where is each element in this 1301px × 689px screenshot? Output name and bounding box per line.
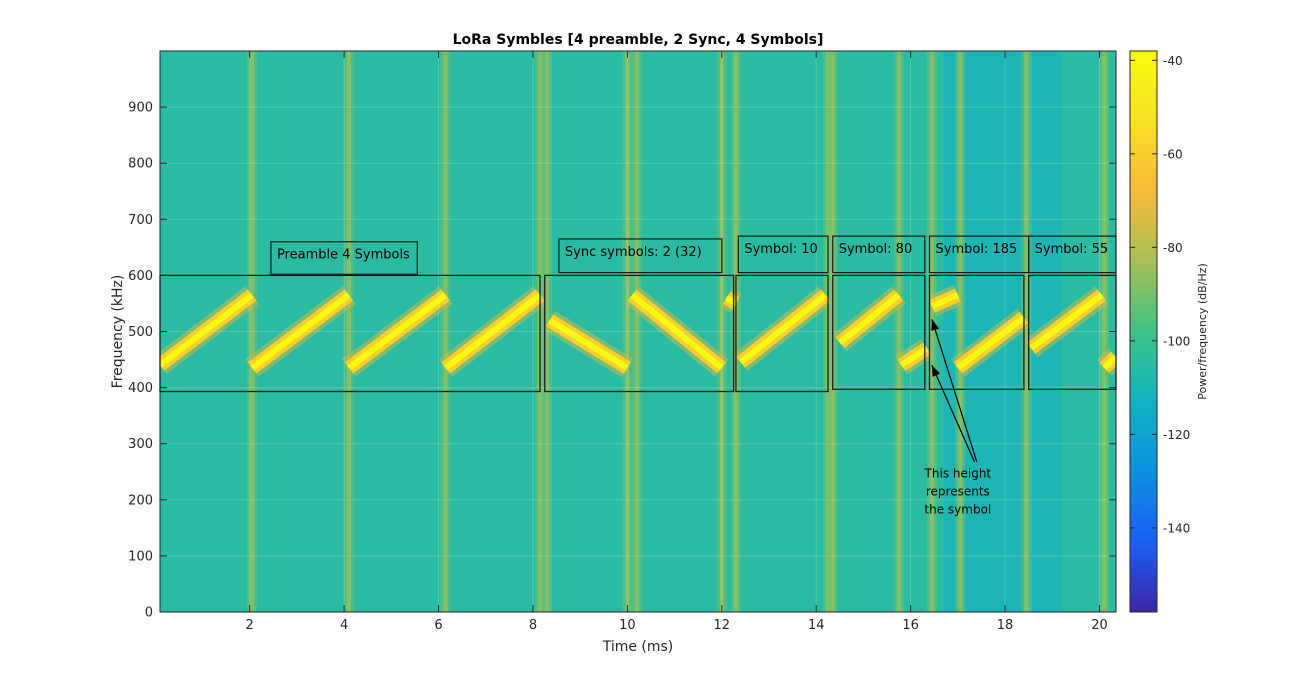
- annotations: Preamble 4 Symbols Sync symbols: 2 (32) Sy…: [159, 235, 1117, 516]
- chart-title: LoRa Symbles [4 preamble, 2 Sync, 4 Symb…: [453, 32, 824, 48]
- x-tick-label: 2: [246, 618, 254, 633]
- chirp-core: [443, 292, 542, 371]
- chirp-core: [837, 292, 901, 346]
- boundary-band: [929, 51, 934, 612]
- boundary-band: [719, 51, 724, 612]
- annotation-arrow-line: [931, 318, 978, 462]
- annotation-label-box: [1028, 235, 1117, 274]
- annotation-arrow-line: [931, 364, 975, 462]
- annotation-label: Sync symbols: 2 (32): [565, 245, 702, 260]
- symbol-box: [928, 274, 1025, 390]
- chirp-core: [1102, 354, 1116, 371]
- x-tick-label: 14: [808, 618, 825, 633]
- annotation-note-line: This height: [924, 466, 992, 480]
- annotation-label-box: [270, 241, 418, 275]
- symbol-box: [544, 274, 735, 393]
- y-tick-label: 500: [128, 325, 153, 340]
- colorbar-tick-label: -120: [1163, 428, 1190, 442]
- colorbar-gradient: [1129, 50, 1158, 613]
- y-tick-label: 400: [128, 381, 153, 396]
- chirp-core: [1029, 292, 1104, 351]
- colorbar-tick-label: -140: [1163, 521, 1190, 535]
- chirp-core: [738, 292, 828, 365]
- x-tick-label: 6: [434, 618, 442, 633]
- y-tick-label: 900: [128, 101, 153, 116]
- boundary-band: [896, 51, 901, 612]
- x-tick-label: 20: [1091, 618, 1108, 633]
- symbol-box: [1028, 274, 1117, 390]
- x-tick-label: 10: [619, 618, 636, 633]
- annotation-label-box: [737, 235, 829, 274]
- boundary-band: [443, 51, 448, 612]
- symbol-box: [832, 274, 926, 390]
- annotation-note-line: represents: [926, 484, 990, 498]
- annotation-label: Symbol: 10: [744, 242, 817, 257]
- y-tick-label: 100: [128, 549, 153, 564]
- annotation-label: Symbol: 55: [1035, 242, 1108, 257]
- annotation-arrow-head: [931, 319, 939, 331]
- symbol-box: [159, 274, 541, 393]
- x-tick-label: 8: [529, 618, 537, 633]
- colorbar-tick-label: -40: [1163, 54, 1183, 68]
- annotation-label: Symbol: 185: [936, 242, 1018, 257]
- annotation-label: Preamble 4 Symbols: [277, 248, 410, 263]
- colorbar-label: Power/frequency (dB/Hz): [1196, 263, 1209, 400]
- x-tick-label: 12: [714, 618, 731, 633]
- chirp-core: [630, 292, 724, 371]
- y-tick-label: 300: [128, 437, 153, 452]
- boundary-band: [625, 51, 630, 612]
- chirp-core: [930, 292, 960, 310]
- colorbar-tick-label: -100: [1163, 334, 1190, 348]
- y-tick-label: 600: [128, 269, 153, 284]
- chirp-core: [347, 292, 448, 371]
- chirp-core: [250, 292, 351, 371]
- y-tick-label: 700: [128, 213, 153, 228]
- y-tick-label: 200: [128, 493, 153, 508]
- boundary-band: [346, 51, 351, 612]
- chirp-core: [547, 317, 629, 371]
- x-tick-label: 18: [997, 618, 1014, 633]
- chirp-core: [956, 315, 1026, 371]
- annotation-note-line: the symbol: [924, 502, 991, 516]
- boundary-band: [1102, 51, 1107, 612]
- annotation-arrow-head: [931, 365, 940, 377]
- x-tick-label: 4: [340, 618, 348, 633]
- boundary-band: [1024, 51, 1029, 612]
- y-tick-label: 800: [128, 157, 153, 172]
- y-axis-label: Frequency (kHz): [110, 275, 126, 389]
- colorbar-tick-label: -80: [1163, 241, 1183, 255]
- x-tick-label: 16: [902, 618, 919, 633]
- colorbar: -40 -60 -80 -100 -120 -140: [1129, 50, 1190, 613]
- annotation-label: Symbol: 80: [839, 242, 912, 257]
- chirp-core: [160, 292, 254, 368]
- annotation-label-box: [558, 238, 723, 274]
- chirp-core: [724, 295, 738, 307]
- annotation-label-box: [832, 235, 926, 274]
- boundary-band: [250, 51, 255, 612]
- chirp-core: [899, 345, 929, 368]
- x-axis-label: Time (ms): [602, 639, 674, 655]
- boundary-band: [958, 51, 963, 612]
- boundary-band: [634, 51, 639, 612]
- y-tick-label: 0: [145, 606, 153, 621]
- colorbar-tick-label: -60: [1163, 147, 1183, 161]
- symbol-box: [735, 274, 829, 393]
- chirp-traces: [160, 284, 1116, 378]
